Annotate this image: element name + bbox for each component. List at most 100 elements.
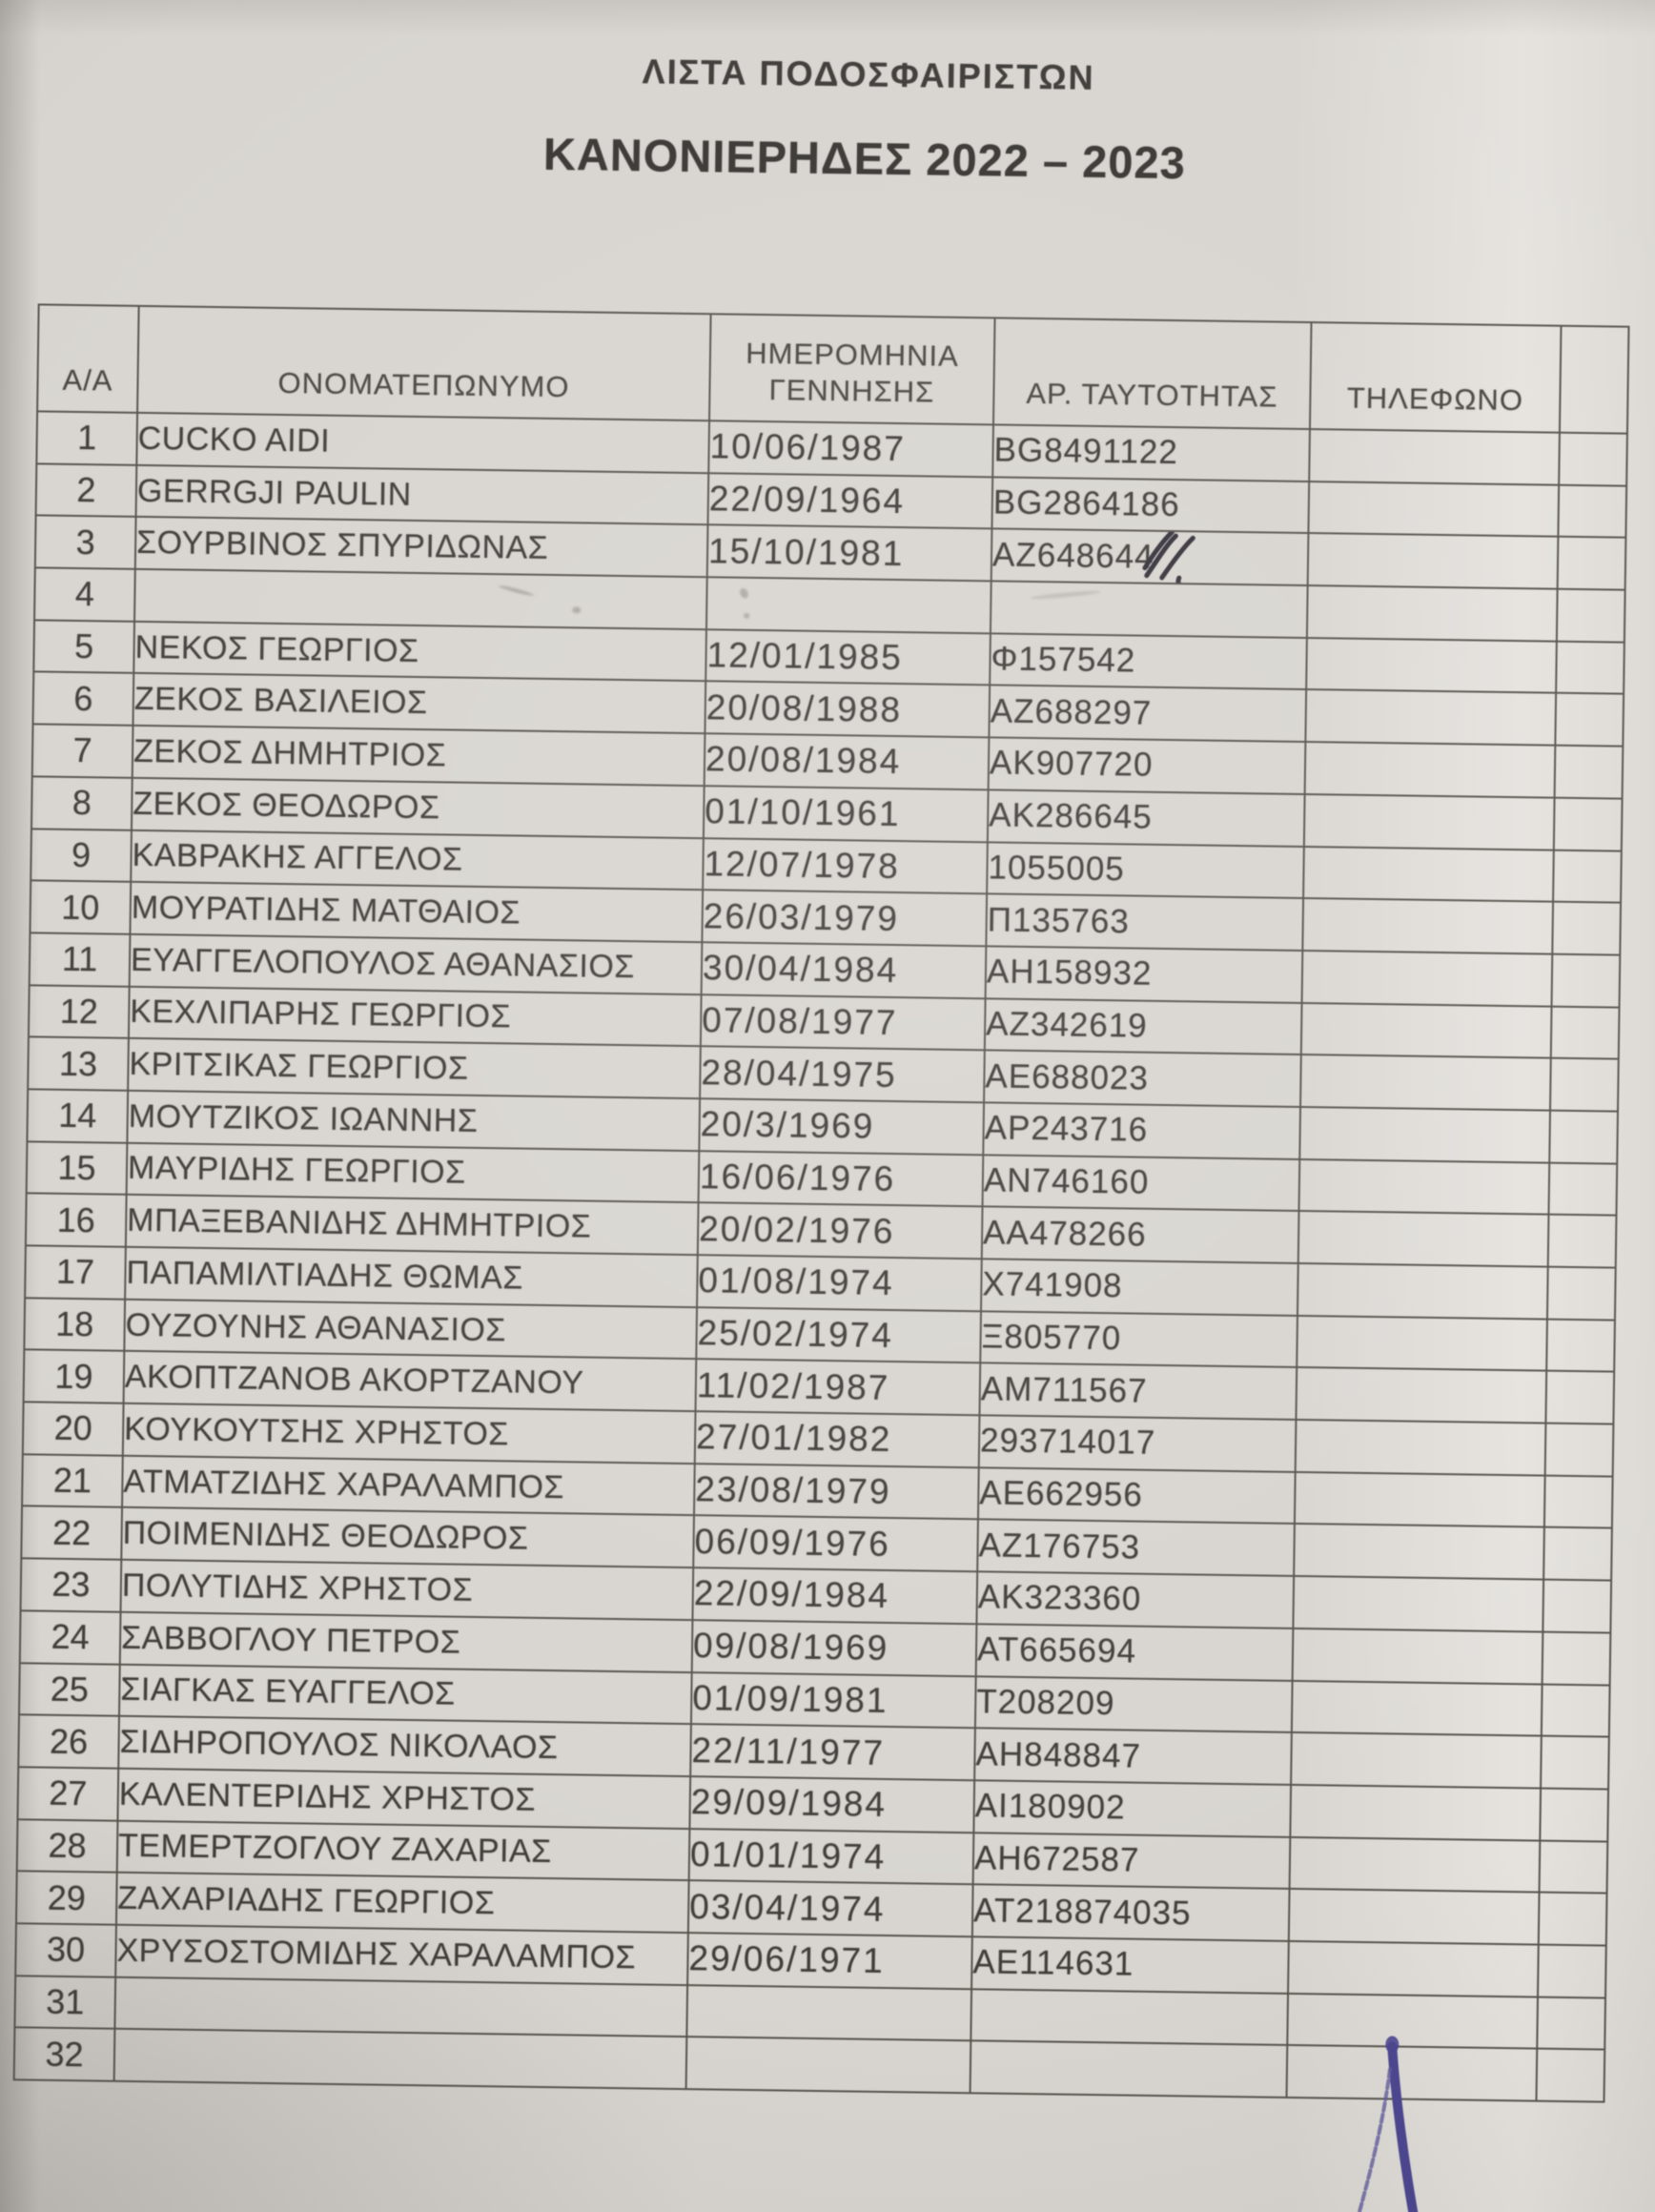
cell-extra xyxy=(1540,1788,1609,1842)
cell-extra xyxy=(1553,850,1622,903)
cell-serial-number-text: 24 xyxy=(51,1616,90,1657)
cell-serial-number: 19 xyxy=(23,1349,125,1403)
cell-id-number-text: Π135763 xyxy=(987,900,1131,940)
cell-id-number: ΑΤ665694 xyxy=(975,1624,1294,1681)
cell-serial-number: 26 xyxy=(18,1714,119,1769)
cell-id-number: ΑΙ180902 xyxy=(973,1780,1292,1837)
cell-serial-number-text: 1 xyxy=(76,418,97,458)
cell-serial-number-text: 28 xyxy=(48,1825,87,1866)
cell-id-number: Φ157542 xyxy=(990,633,1307,690)
cell-id-number-text: Φ157542 xyxy=(991,640,1136,680)
cell-serial-number-text: 29 xyxy=(47,1877,87,1917)
cell-phone xyxy=(1306,637,1557,694)
cell-serial-number: 7 xyxy=(31,724,133,778)
cell-birth-date-text: 07/08/1977 xyxy=(701,1000,898,1042)
cell-birth-date: 01/08/1974 xyxy=(697,1255,982,1312)
cell-serial-number: 25 xyxy=(18,1662,120,1716)
cell-id-number: ΑΚ907720 xyxy=(988,737,1306,794)
cell-full-name: ΣΙΔΗΡΟΠΟΥΛΟΣ ΝΙΚΟΛΑΟΣ xyxy=(118,1715,691,1776)
cell-birth-date: 09/08/1969 xyxy=(691,1619,977,1676)
cell-extra xyxy=(1556,588,1625,643)
cell-extra xyxy=(1553,797,1623,851)
cell-phone xyxy=(1291,1680,1543,1736)
cell-full-name: ΜΑΥΡΙΔΗΣ ΓΕΩΡΓΙΟΣ xyxy=(126,1142,700,1203)
cell-id-number: Π135763 xyxy=(986,893,1304,951)
cell-id-number-text: ΑΖ688297 xyxy=(990,692,1153,732)
cell-phone xyxy=(1305,689,1557,746)
cell-birth-date-text: 20/02/1976 xyxy=(698,1208,895,1251)
cell-serial-number-text: 6 xyxy=(73,678,93,719)
cell-full-name-text: ΑΤΜΑΤΖΙΔΗΣ ΧΑΡΑΛΑΜΠΟΣ xyxy=(123,1463,565,1505)
cell-full-name: ΣΑΒΒΟΓΛΟΥ ΠΕΤΡΟΣ xyxy=(119,1611,693,1672)
cell-birth-date: 20/08/1988 xyxy=(705,681,991,738)
cell-serial-number-text: 23 xyxy=(51,1565,91,1605)
cell-extra xyxy=(1543,1475,1613,1529)
cell-serial-number: 12 xyxy=(28,984,130,1039)
cell-serial-number-text: 5 xyxy=(73,626,94,666)
cell-serial-number: 17 xyxy=(25,1245,126,1300)
cell-full-name: ΖΕΚΟΣ ΔΗΜΗΤΡΙΟΣ xyxy=(132,725,705,787)
cell-full-name-text: ΑΚΟΠΤΖΑΝΟΒ ΑΚΟΡΤΖΑΝΟΥ xyxy=(124,1359,584,1402)
cell-serial-number-text: 8 xyxy=(72,783,92,823)
cell-phone xyxy=(1295,1420,1546,1476)
cell-id-number-text: 1055005 xyxy=(988,849,1126,889)
cell-birth-date-text: 22/09/1964 xyxy=(708,479,906,522)
cell-serial-number: 8 xyxy=(31,776,133,830)
cell-id-number: ΑΗ848847 xyxy=(974,1728,1292,1785)
cell-full-name-text: ΠΑΠΑΜΙΛΤΙΑΔΗΣ ΘΩΜΑΣ xyxy=(126,1254,524,1297)
cell-full-name: ΖΕΚΟΣ ΒΑΣΙΛΕΙΟΣ xyxy=(133,673,706,734)
cell-full-name-text: ΠΟΙΜΕΝΙΔΗΣ ΘΕΟΔΩΡΟΣ xyxy=(122,1515,529,1558)
cell-serial-number: 4 xyxy=(34,567,135,622)
pen-mark xyxy=(1355,2036,1420,2212)
cell-full-name: ΟΥΖΟΥΝΗΣ ΑΘΑΝΑΣΙΟΣ xyxy=(124,1299,698,1360)
cell-birth-date-text: 22/11/1977 xyxy=(691,1730,886,1772)
erased-smudge-mark xyxy=(572,606,582,614)
cell-serial-number: 31 xyxy=(14,1975,116,2030)
cell-phone xyxy=(1288,1940,1539,1997)
cell-birth-date: 06/09/1976 xyxy=(693,1515,978,1572)
cell-serial-number-text: 21 xyxy=(52,1460,92,1501)
cell-serial-number-text: 11 xyxy=(61,939,98,979)
cell-full-name-text: ΖΑΧΑΡΙΑΔΗΣ ΓΕΩΡΓΙΟΣ xyxy=(117,1879,496,1922)
cell-birth-date-text: 28/04/1975 xyxy=(701,1052,897,1095)
cell-id-number: ΑΖ648644 xyxy=(991,528,1309,586)
cell-full-name-text: ΚΑΛΕΝΤΕΡΙΔΗΣ ΧΡΗΣΤΟΣ xyxy=(118,1775,537,1818)
cell-full-name-text: ΖΕΚΟΣ ΘΕΟΔΩΡΟΣ xyxy=(133,785,440,827)
cell-phone xyxy=(1300,1002,1552,1058)
cell-id-number: ΑΖ688297 xyxy=(989,685,1307,743)
cell-serial-number-text: 16 xyxy=(56,1199,96,1239)
cell-id-number: ΑΜ711567 xyxy=(979,1362,1297,1421)
cell-id-number-text: ΑΖ342619 xyxy=(985,1005,1148,1045)
cell-serial-number-text: 4 xyxy=(74,574,95,614)
erased-smudge-mark xyxy=(738,586,750,601)
cell-extra xyxy=(1537,1997,1606,2050)
cell-id-number-text: ΑΚ323360 xyxy=(977,1578,1142,1619)
cell-birth-date-text: 20/08/1988 xyxy=(705,687,903,729)
cell-birth-date: 25/02/1974 xyxy=(696,1306,982,1363)
cell-extra xyxy=(1536,2048,1605,2102)
cell-extra xyxy=(1551,953,1621,1008)
cell-extra xyxy=(1547,1214,1617,1268)
cell-extra xyxy=(1556,641,1624,695)
cell-full-name: ΜΠΑΞΕΒΑΝΙΔΗΣ ΔΗΜΗΤΡΙΟΣ xyxy=(125,1195,699,1256)
cell-birth-date: 29/09/1984 xyxy=(689,1775,975,1833)
cell-phone xyxy=(1303,846,1554,902)
cell-birth-date: 22/09/1984 xyxy=(692,1567,978,1625)
cell-phone xyxy=(1302,898,1554,954)
cell-full-name-text: ΧΡΥΣΟΣΤΟΜΙΔΗΣ ΧΑΡΑΛΑΜΠΟΣ xyxy=(116,1932,637,1976)
cell-full-name: ΖΑΧΑΡΙΑΔΗΣ ΓΕΩΡΓΙΟΣ xyxy=(115,1872,689,1934)
cell-serial-number-text: 31 xyxy=(45,1981,85,2022)
cell-id-number-text: BG2864186 xyxy=(992,483,1180,524)
cell-extra xyxy=(1554,745,1624,799)
cell-birth-date-text: 12/07/1978 xyxy=(704,844,900,886)
cell-full-name: ΠΑΠΑΜΙΛΤΙΑΔΗΣ ΘΩΜΑΣ xyxy=(125,1246,698,1307)
cell-extra xyxy=(1543,1527,1612,1581)
cell-extra xyxy=(1548,1162,1618,1216)
cell-full-name-text: ΣΟΥΡΒΙΝΟΣ ΣΠΥΡΙΔΩΝΑΣ xyxy=(135,524,549,567)
cell-phone xyxy=(1298,1158,1550,1215)
cell-birth-date-text: 25/02/1974 xyxy=(697,1313,894,1356)
header-full-name: ΟΝΟΜΑΤΕΠΩΝΥΜΟ xyxy=(137,305,711,421)
cell-full-name-text: CUCKO AIDI xyxy=(137,420,331,460)
cell-serial-number: 3 xyxy=(34,515,136,569)
cell-serial-number-text: 26 xyxy=(49,1721,89,1761)
